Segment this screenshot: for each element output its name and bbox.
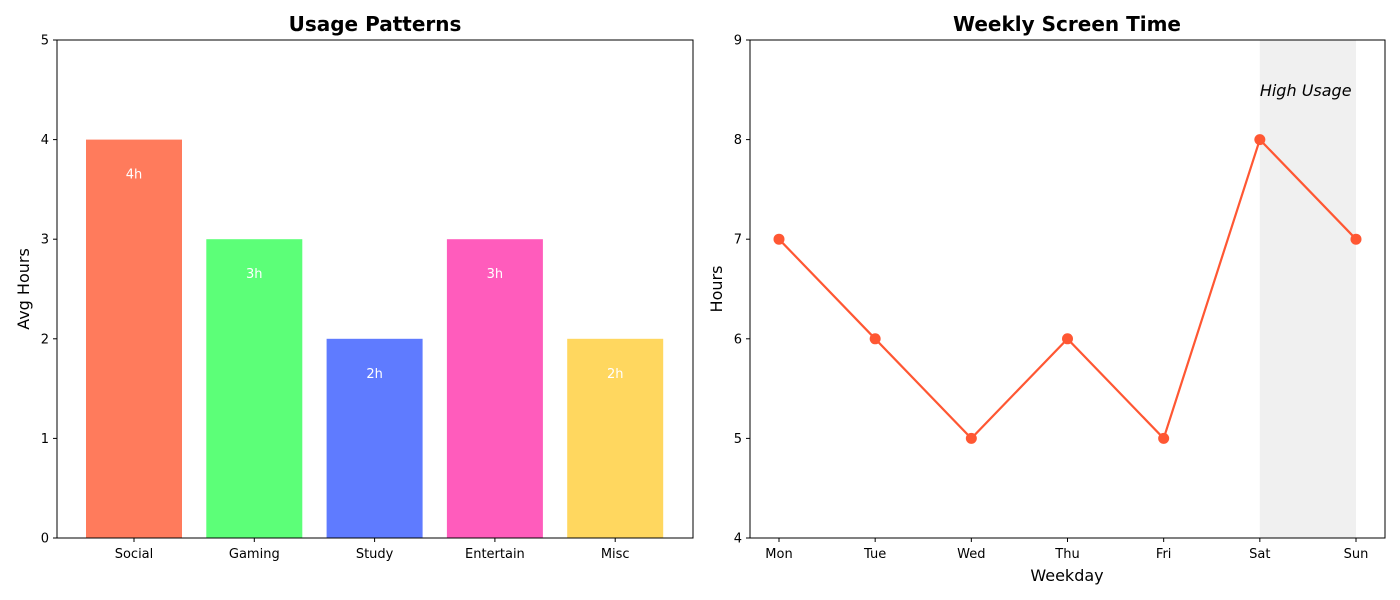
x-tick-label: Wed [957, 547, 985, 562]
data-point-fri [1158, 432, 1170, 444]
x-tick-label: Thu [1054, 547, 1079, 562]
data-point-mon [773, 233, 785, 245]
y-tick-label: 1 [41, 432, 49, 447]
y-tick-label: 2 [41, 332, 49, 347]
bar-value-label: 2h [607, 367, 624, 382]
bar-group [86, 139, 664, 538]
y-tick-label: 5 [41, 34, 49, 49]
usage-patterns-chart: Usage Patterns 4h 3h 2h 3h 2h 0 1 2 3 4 5 Social G… [14, 12, 694, 562]
y-axis-ticks: 0 1 2 3 4 5 [41, 34, 57, 547]
bar-value-label: 4h [126, 168, 143, 183]
x-axis-label: Weekday [1030, 566, 1103, 585]
y-tick-label: 7 [734, 233, 742, 248]
y-axis-label: Hours [707, 266, 726, 313]
data-point-sat [1254, 134, 1266, 146]
bar-gaming [206, 239, 303, 538]
y-axis-label: Avg Hours [14, 248, 33, 330]
x-tick-label: Entertain [465, 547, 525, 562]
bar-value-label: 2h [366, 367, 383, 382]
bar-value-label: 3h [246, 267, 263, 282]
x-tick-label: Social [115, 547, 154, 562]
chart-title: Usage Patterns [289, 12, 462, 36]
x-tick-label: Study [356, 547, 394, 562]
x-tick-label: Gaming [229, 547, 280, 562]
x-tick-label: Mon [765, 547, 792, 562]
data-point-tue [869, 333, 881, 345]
highlight-span [1259, 40, 1356, 538]
x-tick-label: Sat [1249, 547, 1270, 562]
data-point-sun [1350, 233, 1362, 245]
bar-entertain [446, 239, 543, 538]
bar-value-label: 3h [487, 267, 504, 282]
x-tick-label: Fri [1156, 547, 1172, 562]
y-tick-label: 4 [41, 133, 49, 148]
series-points [773, 134, 1362, 444]
data-point-wed [965, 432, 977, 444]
y-tick-label: 5 [734, 432, 742, 447]
data-point-thu [1062, 333, 1073, 345]
y-tick-label: 6 [734, 332, 742, 347]
y-tick-label: 4 [734, 532, 742, 547]
x-tick-label: Tue [863, 547, 886, 562]
y-tick-label: 8 [734, 133, 742, 148]
y-tick-label: 0 [41, 532, 49, 547]
x-tick-label: Misc [601, 547, 630, 562]
y-tick-label: 3 [41, 233, 49, 248]
bar-study [326, 338, 423, 538]
bar-social [86, 139, 182, 538]
weekly-screen-time-chart: Weekly Screen Time High Usage 4 5 6 7 8 9 Mon… [707, 12, 1386, 585]
x-tick-label: Sun [1344, 547, 1369, 562]
bar-misc [567, 338, 664, 538]
y-axis-ticks: 4 5 6 7 8 9 [734, 34, 750, 547]
bar-value-labels: 4h 3h 2h 3h 2h [126, 168, 624, 382]
chart-title: Weekly Screen Time [953, 12, 1181, 36]
x-axis-ticks: Mon Tue Wed Thu Fri Sat Sun [765, 538, 1368, 562]
y-tick-label: 9 [734, 34, 742, 49]
x-axis-ticks: Social Gaming Study Entertain Misc [115, 538, 630, 562]
high-usage-annotation: High Usage [1260, 81, 1352, 100]
